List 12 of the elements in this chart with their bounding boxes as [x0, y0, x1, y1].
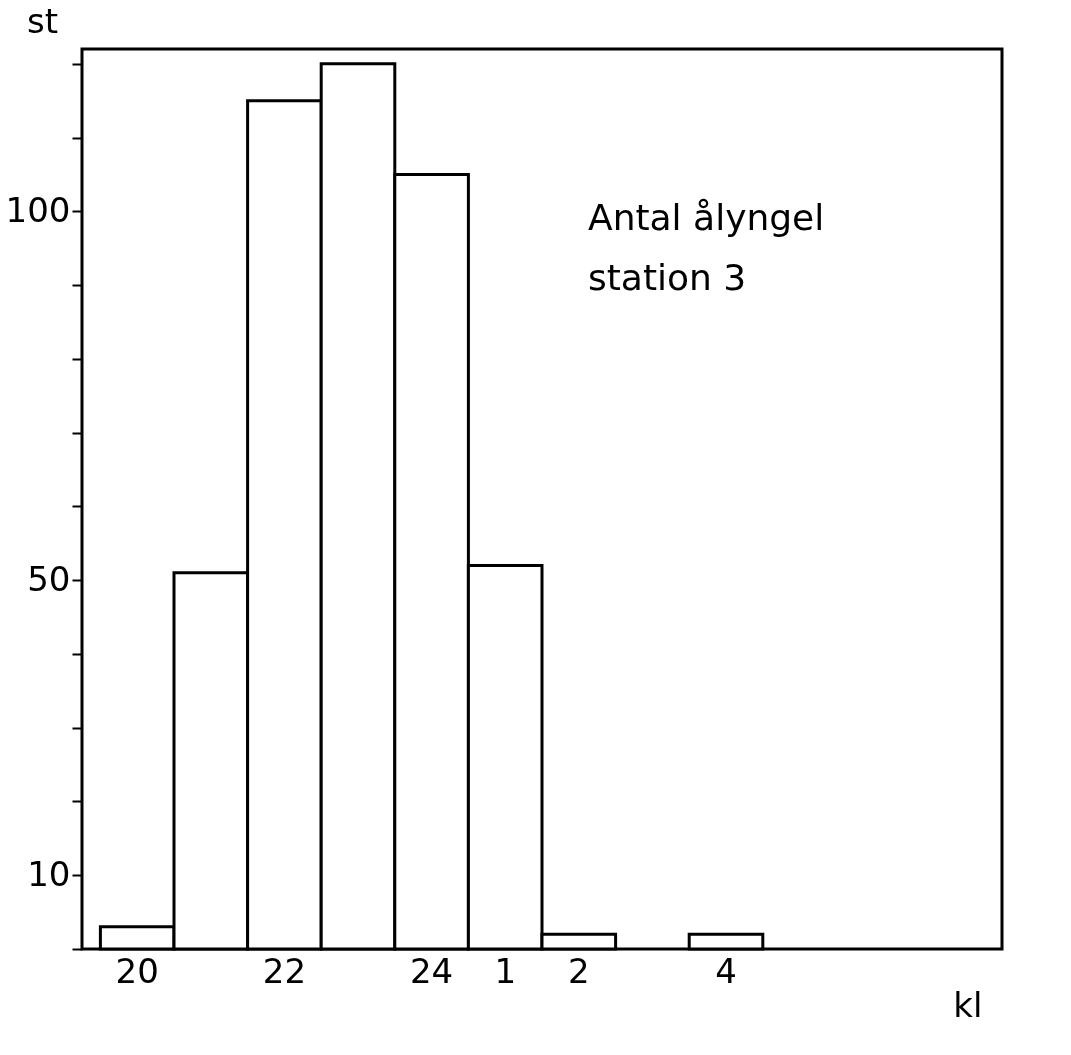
- y-tick-label: 50: [27, 558, 71, 599]
- x-tick-label: 4: [715, 950, 737, 991]
- annotation: Antal ålyngel station 3: [588, 197, 825, 298]
- x-tick-label: 22: [262, 950, 307, 991]
- x-tick-label: 24: [409, 950, 454, 991]
- x-tick-label: 2: [567, 950, 590, 991]
- x-tick-label: 1: [494, 950, 517, 991]
- y-axis-title: st: [26, 0, 59, 41]
- y-tick-label: 10: [27, 853, 71, 894]
- x-axis-title: kl: [953, 984, 983, 1025]
- y-tick-label: 100: [5, 189, 71, 230]
- x-tick-label: 20: [115, 950, 159, 991]
